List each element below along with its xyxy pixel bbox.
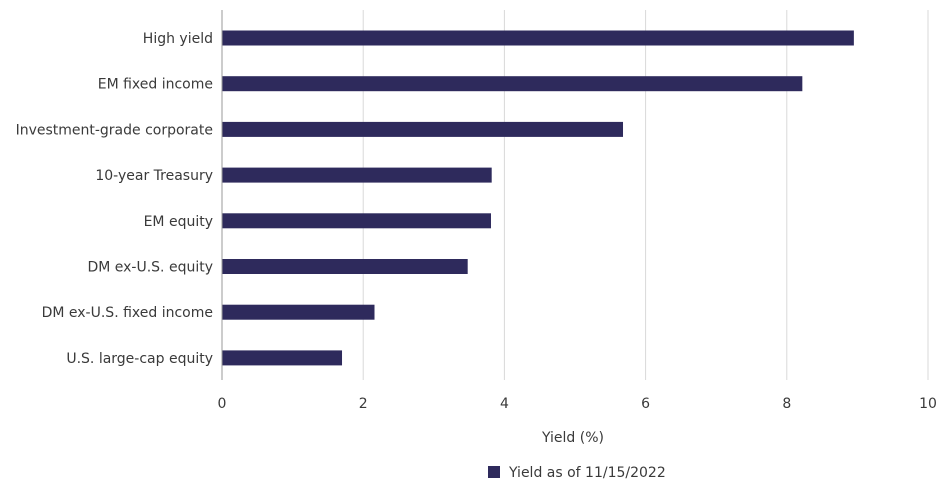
bar: [222, 167, 492, 183]
x-tick-label: 2: [359, 396, 368, 412]
x-axis-title: Yield (%): [541, 430, 604, 446]
x-tick-label: 6: [641, 396, 650, 412]
legend-label: Yield as of 11/15/2022: [508, 465, 666, 479]
bars: [222, 30, 854, 366]
bar: [222, 259, 468, 274]
category-label: DM ex-U.S. fixed income: [42, 305, 213, 321]
bar: [222, 350, 343, 366]
x-tick-label: 4: [500, 396, 509, 412]
bar: [222, 304, 375, 320]
x-tick-labels: 0 2 4 6 8 10: [218, 396, 937, 412]
category-label: DM ex-U.S. equity: [87, 260, 213, 276]
bar: [222, 213, 491, 229]
category-label: U.S. large-cap equity: [66, 351, 213, 367]
bar: [222, 30, 854, 46]
gridlines: [362, 10, 929, 380]
category-label: Investment-grade corporate: [16, 122, 213, 138]
legend-swatch: [488, 466, 500, 478]
bar: [222, 121, 624, 137]
bar: [222, 76, 803, 92]
category-label: 10-year Treasury: [95, 168, 213, 184]
category-label: High yield: [143, 31, 213, 47]
legend: Yield as of 11/15/2022: [488, 465, 666, 479]
category-label: EM fixed income: [98, 77, 213, 93]
category-label: EM equity: [144, 214, 213, 230]
category-labels: High yield EM fixed income Investment-grad…: [16, 31, 213, 367]
x-tick-label: 10: [919, 396, 937, 412]
x-tick-label: 8: [782, 396, 791, 412]
x-tick-label: 0: [218, 396, 227, 412]
